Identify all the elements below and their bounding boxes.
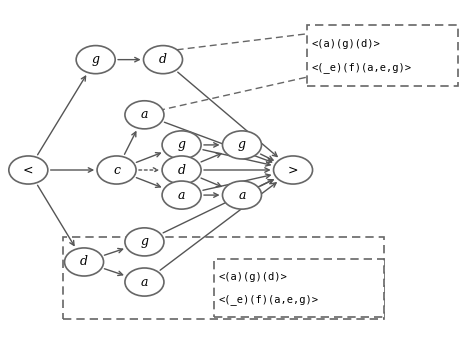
- Circle shape: [162, 156, 201, 184]
- FancyBboxPatch shape: [307, 24, 458, 86]
- Circle shape: [274, 156, 313, 184]
- Circle shape: [125, 101, 164, 129]
- Circle shape: [76, 46, 115, 74]
- Text: <(a)(g)(d)>: <(a)(g)(d)>: [219, 272, 288, 282]
- Text: d: d: [178, 164, 186, 176]
- Text: <(_e)(f)(a,e,g)>: <(_e)(f)(a,e,g)>: [312, 62, 412, 73]
- Text: d: d: [159, 53, 167, 66]
- Circle shape: [143, 46, 182, 74]
- Text: d: d: [80, 255, 88, 269]
- Circle shape: [222, 131, 261, 159]
- Text: g: g: [141, 235, 149, 249]
- Text: a: a: [178, 189, 185, 202]
- Circle shape: [9, 156, 48, 184]
- Text: a: a: [141, 275, 148, 289]
- Text: g: g: [178, 138, 186, 151]
- Circle shape: [125, 268, 164, 296]
- Circle shape: [64, 248, 103, 276]
- Circle shape: [222, 181, 261, 209]
- Text: a: a: [141, 108, 148, 121]
- FancyBboxPatch shape: [214, 259, 384, 317]
- Circle shape: [97, 156, 136, 184]
- Text: <(a)(g)(d)>: <(a)(g)(d)>: [312, 39, 380, 49]
- Text: g: g: [238, 138, 246, 151]
- Text: <: <: [23, 164, 33, 176]
- Text: c: c: [113, 164, 120, 176]
- Text: >: >: [288, 164, 298, 176]
- Text: g: g: [92, 53, 100, 66]
- Text: <(_e)(f)(a,e,g)>: <(_e)(f)(a,e,g)>: [219, 294, 319, 305]
- Text: a: a: [238, 189, 246, 202]
- Circle shape: [162, 131, 201, 159]
- Circle shape: [125, 228, 164, 256]
- Circle shape: [162, 181, 201, 209]
